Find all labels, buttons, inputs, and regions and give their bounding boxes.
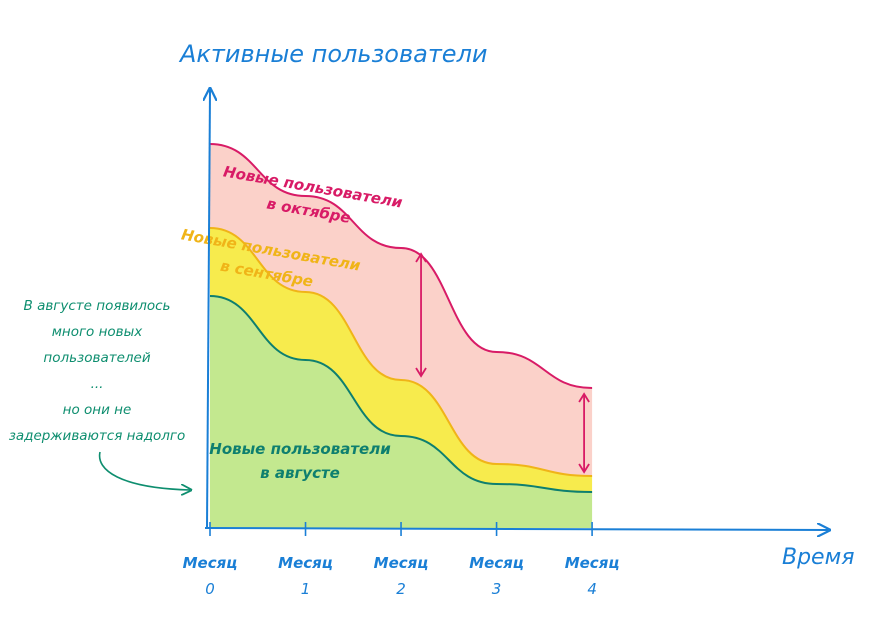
series-label-1: Новые пользователи в августе	[209, 440, 391, 482]
span-arrow-head	[415, 252, 427, 263]
span-arrow-head	[578, 392, 590, 403]
x-tick-label: Месяц	[374, 554, 429, 572]
series-line-2	[209, 227, 593, 477]
x-tick-number: 3	[492, 580, 502, 598]
series-line-3	[209, 143, 593, 389]
annotation-arrow	[98, 451, 190, 490]
svg-text:Новые пользователи: Новые пользователи	[209, 440, 391, 458]
x-tick-label: Месяц	[278, 554, 333, 572]
annotation-line: В августе появилось	[24, 298, 171, 314]
series-line-1	[209, 295, 593, 493]
span-indicators	[415, 252, 590, 474]
x-ticks: Месяц 0 Месяц 1 Месяц 2 Месяц 3 Месяц 4	[183, 522, 620, 598]
area-2	[210, 228, 593, 492]
x-tick-number: 2	[396, 580, 406, 598]
x-tick-number: 0	[205, 580, 215, 598]
annotation-line: ...	[91, 376, 104, 392]
span-arrow-head	[578, 463, 590, 474]
annotation-line: но они не	[63, 402, 132, 418]
x-axis	[204, 528, 828, 530]
svg-text:в августе: в августе	[260, 464, 340, 482]
x-tick-number: 4	[587, 580, 597, 598]
area-1	[210, 296, 593, 528]
area-layers	[210, 144, 593, 528]
x-tick-label: Месяц	[565, 554, 620, 572]
y-axis-label: Активные пользователи	[178, 40, 488, 68]
annotation-line: много новых	[52, 324, 144, 340]
x-tick-label: Месяц	[183, 554, 238, 572]
annotation-line: задерживаются надолго	[9, 428, 186, 444]
x-axis-label: Время	[782, 545, 854, 570]
x-tick-label: Месяц	[469, 554, 524, 572]
annotation-note: В августе появилось много новых пользовате…	[9, 298, 186, 444]
span-arrow-head	[415, 367, 427, 378]
series-lines	[209, 143, 593, 493]
annotation-line: пользователей	[43, 350, 150, 366]
area-3	[210, 144, 593, 476]
y-axis	[207, 90, 210, 529]
x-tick-number: 1	[301, 580, 311, 598]
